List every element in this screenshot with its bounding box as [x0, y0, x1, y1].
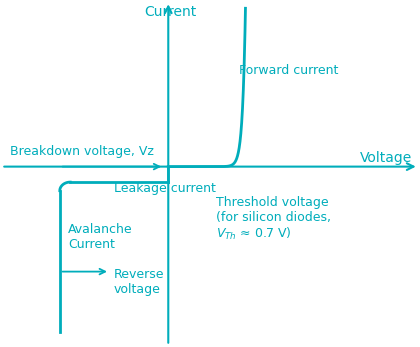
Text: Reverse
voltage: Reverse voltage: [114, 268, 165, 296]
Text: Avalanche
Current: Avalanche Current: [68, 223, 133, 251]
Text: Threshold voltage
(for silicon diodes,
$V_{Th}$ ≈ 0.7 V): Threshold voltage (for silicon diodes, $…: [216, 196, 331, 242]
Text: Breakdown voltage, Vz: Breakdown voltage, Vz: [10, 145, 154, 158]
Text: Leakage current: Leakage current: [114, 183, 216, 195]
Text: Voltage: Voltage: [360, 151, 412, 165]
Text: Forward current: Forward current: [239, 64, 339, 77]
Text: Current: Current: [144, 5, 197, 19]
